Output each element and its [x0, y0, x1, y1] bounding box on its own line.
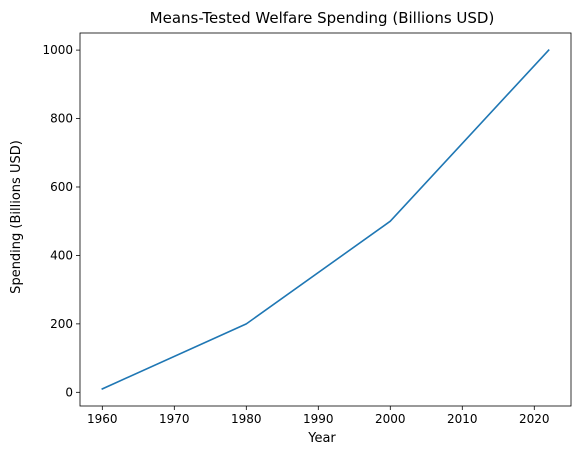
y-tick-label: 200	[50, 317, 73, 331]
y-axis-ticks: 0 200 400 600 800 1000	[42, 43, 80, 399]
plot-area	[79, 32, 572, 407]
x-tick-label: 1960	[87, 412, 118, 426]
y-axis-label: Spending (Billions USD)	[9, 140, 24, 294]
x-tick-label: 1980	[231, 412, 262, 426]
x-tick-label: 2000	[375, 412, 406, 426]
plot-frame	[79, 32, 572, 407]
y-tick-label: 600	[50, 180, 73, 194]
y-tick-label: 0	[65, 385, 73, 399]
x-axis-ticks: 1960 1970 1980 1990 2000 2010 2020	[87, 406, 550, 426]
x-axis-label: Year	[307, 431, 336, 446]
series-line-0	[101, 48, 550, 390]
y-tick-label: 800	[50, 112, 73, 126]
chart-title: Means-Tested Welfare Spending (Billions …	[150, 9, 495, 27]
x-tick-label: 1970	[159, 412, 190, 426]
x-tick-label: 2010	[447, 412, 478, 426]
y-tick-label: 1000	[42, 43, 73, 57]
y-tick-label: 400	[50, 248, 73, 262]
x-tick-label: 1990	[303, 412, 334, 426]
x-tick-label: 2020	[519, 412, 550, 426]
